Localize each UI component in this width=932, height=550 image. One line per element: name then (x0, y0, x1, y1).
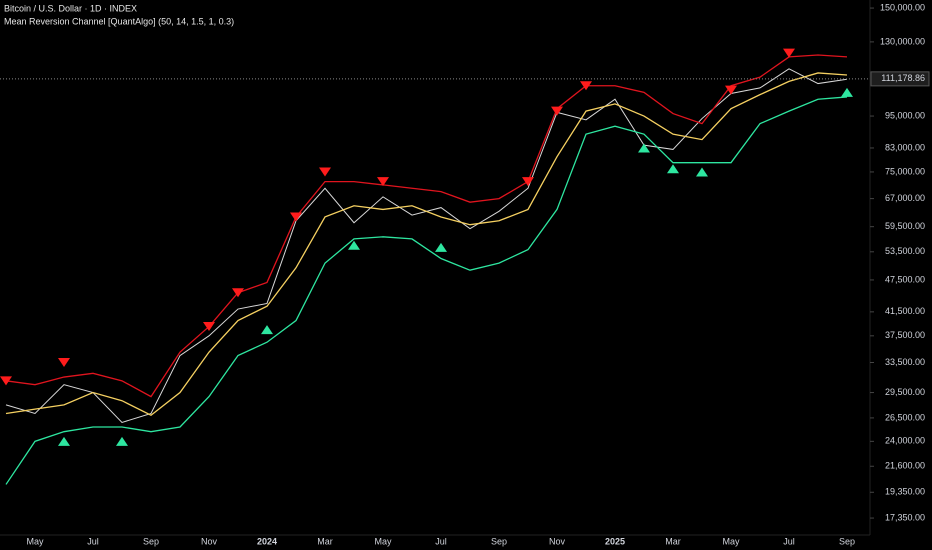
x-tick-label: Sep (839, 536, 855, 546)
sell-signal (203, 322, 215, 332)
price-line (5, 68, 848, 423)
buy-signal (58, 436, 70, 446)
channel-line (5, 96, 848, 485)
y-tick-label: 53,500.00 (885, 246, 925, 256)
sell-signal (725, 85, 737, 95)
x-tick-label: Sep (491, 536, 507, 546)
x-tick-label: Sep (143, 536, 159, 546)
sell-signal (580, 81, 592, 91)
sell-signal (58, 357, 70, 367)
x-tick-label: Jul (783, 536, 795, 546)
sell-signal (290, 212, 302, 222)
last-price-label: 111,178.86 (881, 73, 925, 83)
y-tick-label: 75,000.00 (885, 166, 925, 176)
x-tick-label: Nov (549, 536, 566, 546)
y-tick-label: 17,350.00 (885, 512, 925, 522)
x-tick-label: Mar (665, 536, 681, 546)
sell-signal (0, 376, 12, 386)
y-tick-label: 41,500.00 (885, 306, 925, 316)
y-tick-label: 47,500.00 (885, 274, 925, 284)
x-tick-label: Jul (87, 536, 99, 546)
x-tick-label: May (722, 536, 740, 546)
buy-signal (348, 240, 360, 250)
channel-line (5, 72, 848, 417)
x-tick-label: Nov (201, 536, 218, 546)
x-tick-label: 2025 (605, 536, 625, 546)
y-tick-label: 83,000.00 (885, 142, 925, 152)
x-tick-label: 2024 (257, 536, 277, 546)
y-tick-label: 29,500.00 (885, 387, 925, 397)
y-tick-label: 130,000.00 (880, 36, 925, 46)
y-tick-label: 26,500.00 (885, 412, 925, 422)
sell-signal (551, 106, 563, 116)
y-tick-label: 59,500.00 (885, 221, 925, 231)
y-tick-label: 33,500.00 (885, 357, 925, 367)
y-tick-label: 19,350.00 (885, 487, 925, 497)
sell-signal (783, 48, 795, 58)
channel-line (5, 54, 848, 398)
y-tick-label: 67,000.00 (885, 193, 925, 203)
y-tick-label: 21,600.00 (885, 461, 925, 471)
sell-signal (232, 288, 244, 298)
sell-signal (377, 177, 389, 187)
buy-signal (696, 167, 708, 177)
y-tick-label: 37,500.00 (885, 330, 925, 340)
x-tick-label: May (26, 536, 44, 546)
buy-signal (261, 325, 273, 335)
buy-signal (841, 87, 853, 97)
x-tick-label: May (374, 536, 392, 546)
sell-signal (319, 167, 331, 177)
x-tick-label: Mar (317, 536, 333, 546)
y-tick-label: 95,000.00 (885, 110, 925, 120)
chart-title: Bitcoin / U.S. Dollar · 1D · INDEX (4, 3, 137, 13)
sell-signal (522, 177, 534, 187)
indicator-title: Mean Reversion Channel [QuantAlgo] (50, … (4, 16, 234, 26)
buy-signal (116, 436, 128, 446)
buy-signal (435, 242, 447, 252)
y-tick-label: 150,000.00 (880, 2, 925, 12)
x-tick-label: Jul (435, 536, 447, 546)
buy-signal (638, 143, 650, 153)
y-tick-label: 24,000.00 (885, 436, 925, 446)
buy-signal (667, 164, 679, 174)
last-price-box (870, 71, 930, 87)
